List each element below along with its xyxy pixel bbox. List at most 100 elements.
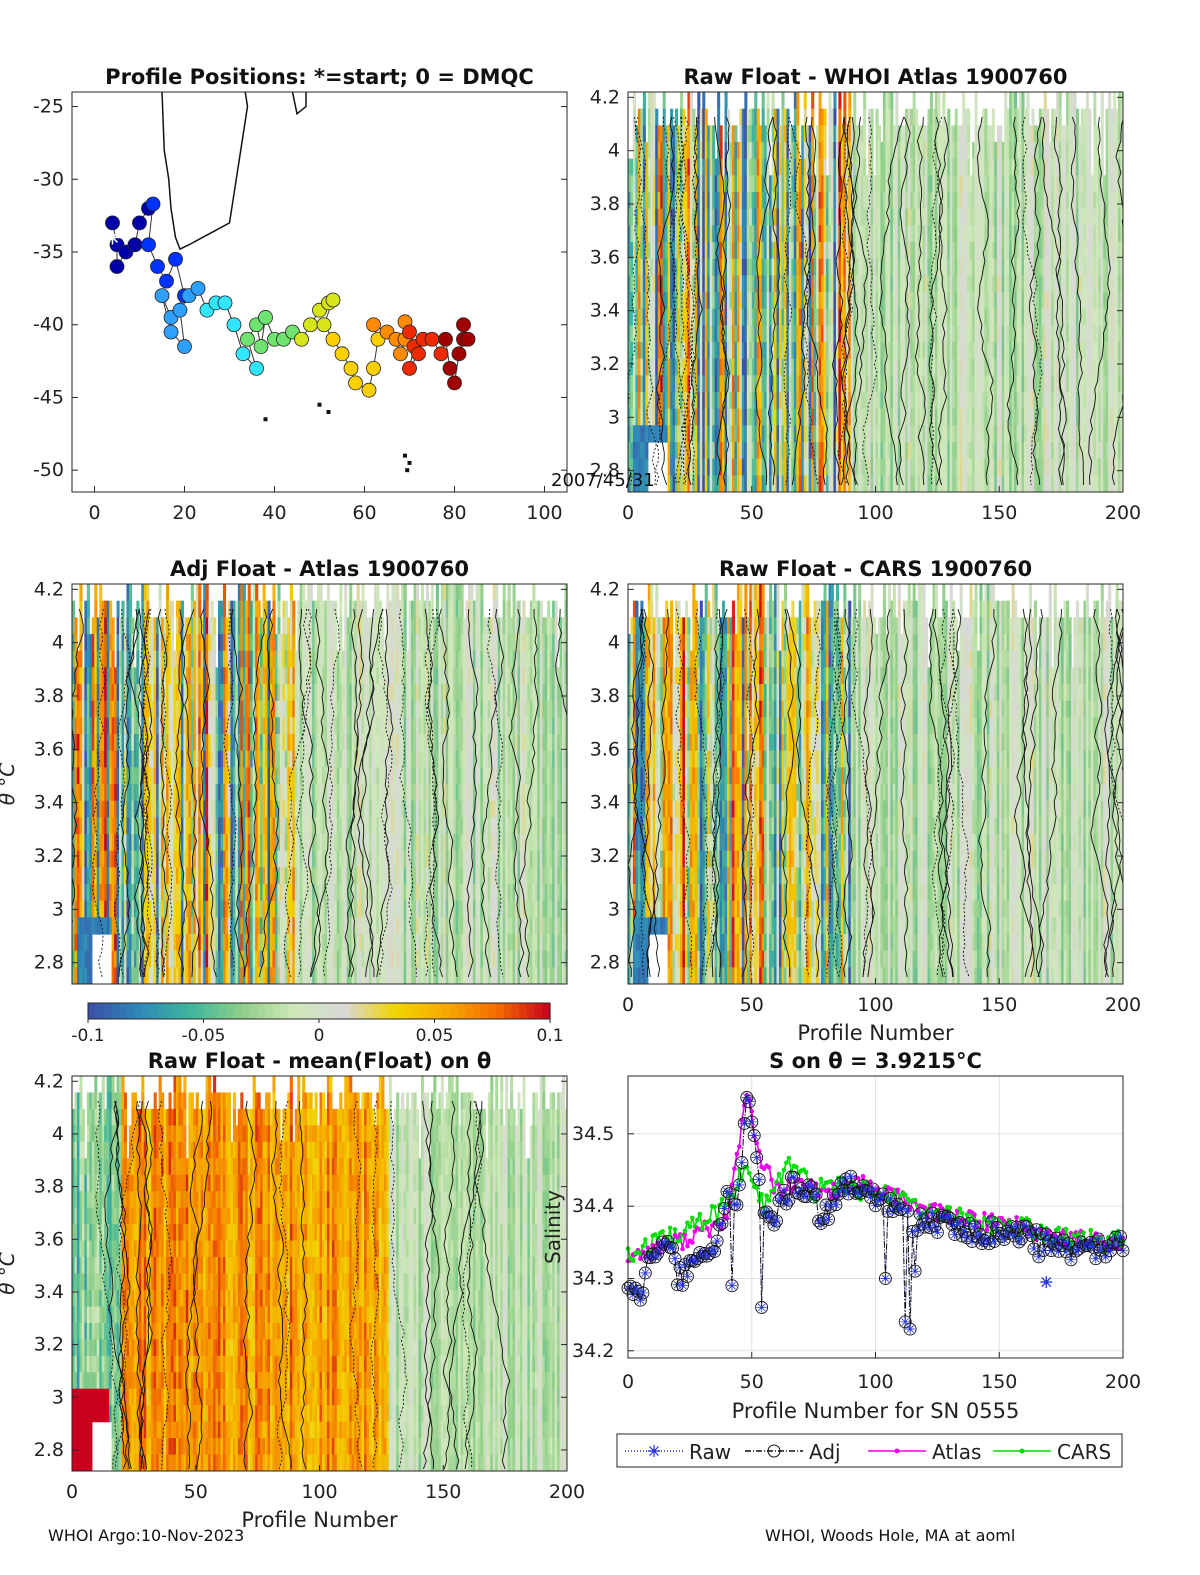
raw_whoi-cell (1009, 242, 1013, 260)
raw_whoi-cell (964, 342, 968, 360)
raw_whoi-cell (835, 292, 839, 310)
raw_whoi-cell (699, 175, 703, 193)
raw_whoi-cell (1053, 442, 1057, 460)
raw_whoi-cell (823, 325, 827, 343)
raw_whoi-cell (697, 375, 701, 393)
raw_whoi-cell (858, 275, 862, 293)
raw_whoi-cell (927, 308, 931, 326)
raw_whoi-cell (905, 458, 909, 476)
adj_atlas-cell (99, 850, 103, 868)
raw_whoi-cell (729, 342, 733, 360)
raw_whoi-cell (1014, 442, 1018, 460)
raw_whoi-cell (1120, 292, 1123, 310)
raw_whoi-cell (882, 175, 886, 193)
raw_whoi-cell (640, 192, 644, 210)
raw_whoi-cell (910, 142, 914, 160)
raw_whoi-cell (761, 408, 765, 426)
raw_whoi-cell (729, 475, 733, 492)
raw_whoi-cell (880, 208, 884, 226)
raw_whoi-cell (1019, 408, 1023, 426)
raw_whoi-cell (1061, 142, 1065, 160)
raw_whoi-cell (670, 475, 674, 492)
raw_whoi-cell (855, 192, 859, 210)
raw_whoi-cell (811, 158, 815, 176)
raw_whoi-cell (1093, 475, 1097, 492)
raw_whoi-xtick-label: 200 (1105, 502, 1141, 524)
adj_atlas-cell (101, 700, 105, 718)
raw_whoi-cell (1113, 358, 1117, 376)
raw_whoi-cell (672, 158, 676, 176)
raw_whoi-cell (929, 108, 934, 126)
raw_whoi-cell (1098, 425, 1102, 443)
raw_whoi-cell (944, 158, 948, 176)
raw_whoi-cell (769, 375, 773, 393)
raw_whoi-cell (756, 442, 760, 460)
raw_whoi-cell (687, 342, 691, 360)
raw_whoi-cell (1043, 275, 1047, 293)
raw_whoi-cell (925, 208, 929, 226)
raw_whoi-cell (957, 475, 961, 492)
raw_whoi-cell (702, 108, 706, 126)
raw_whoi-cell (1098, 225, 1102, 243)
raw_whoi-cell (949, 192, 953, 210)
raw_whoi-cell (699, 192, 703, 210)
raw_whoi-cell (895, 342, 899, 360)
adj_atlas-cell (76, 900, 81, 918)
raw_whoi-cell (858, 375, 862, 393)
raw_whoi-cell (880, 392, 884, 410)
raw_whoi-cell (843, 458, 847, 476)
raw_whoi-cell (722, 358, 726, 376)
raw_whoi-cell (1118, 325, 1122, 343)
raw_whoi-cell (934, 175, 938, 193)
raw_whoi-cell (937, 208, 941, 226)
raw_whoi-cell (1046, 308, 1050, 326)
raw_whoi-cell (1088, 442, 1092, 460)
raw_whoi-cell (1051, 375, 1055, 393)
raw_whoi-cell (766, 142, 770, 160)
raw_whoi-cell (1043, 242, 1047, 260)
adj_atlas-cell (104, 750, 108, 768)
raw_whoi-cell (1056, 225, 1060, 243)
raw_whoi-cell (954, 442, 958, 460)
raw_whoi-cell (1108, 142, 1112, 160)
raw_whoi-cell (808, 242, 812, 260)
raw_whoi-cell (858, 292, 862, 310)
raw_whoi-cell (1026, 375, 1030, 393)
raw_whoi-cell (635, 142, 639, 160)
raw_whoi-cell (778, 142, 783, 160)
raw_whoi-cell (1009, 158, 1013, 176)
raw_whoi-cell (932, 275, 936, 293)
adj_atlas-cell (72, 917, 76, 935)
raw_whoi-cell (1095, 475, 1099, 492)
raw_whoi-cell (912, 125, 916, 143)
raw_whoi-cell (1063, 342, 1067, 360)
raw_whoi-cell (937, 325, 941, 343)
raw_whoi-cell (1028, 342, 1033, 360)
raw_whoi-cell (1075, 442, 1080, 460)
raw_whoi-cell (692, 308, 696, 326)
raw_whoi-cell (744, 275, 748, 293)
raw_whoi-cell (670, 408, 674, 426)
raw_whoi-cell (1009, 175, 1013, 193)
raw_whoi-cell (734, 408, 738, 426)
raw_whoi-cell (811, 392, 815, 410)
raw_whoi-cell (1053, 175, 1057, 193)
raw_whoi-cell (689, 342, 693, 360)
raw_whoi-cell (1019, 158, 1023, 176)
raw_whoi-cell (850, 425, 854, 443)
raw_whoi-cell (1075, 175, 1080, 193)
raw_whoi-cell (885, 308, 889, 326)
raw_whoi-cell (1110, 425, 1114, 443)
raw_whoi-cell (754, 175, 758, 193)
raw_whoi-cell (1080, 425, 1084, 443)
raw_whoi-cell (766, 108, 770, 126)
raw_whoi-cell (736, 458, 740, 476)
raw_whoi-cell (1024, 125, 1028, 143)
raw_whoi-cell (637, 125, 641, 143)
raw_whoi-cell (1004, 125, 1008, 143)
raw_whoi-cell (830, 458, 835, 476)
raw_whoi-cell (1075, 125, 1080, 143)
raw_whoi-cell (1118, 425, 1122, 443)
raw_whoi-cell (1016, 108, 1020, 126)
raw_whoi-cell (838, 408, 842, 426)
